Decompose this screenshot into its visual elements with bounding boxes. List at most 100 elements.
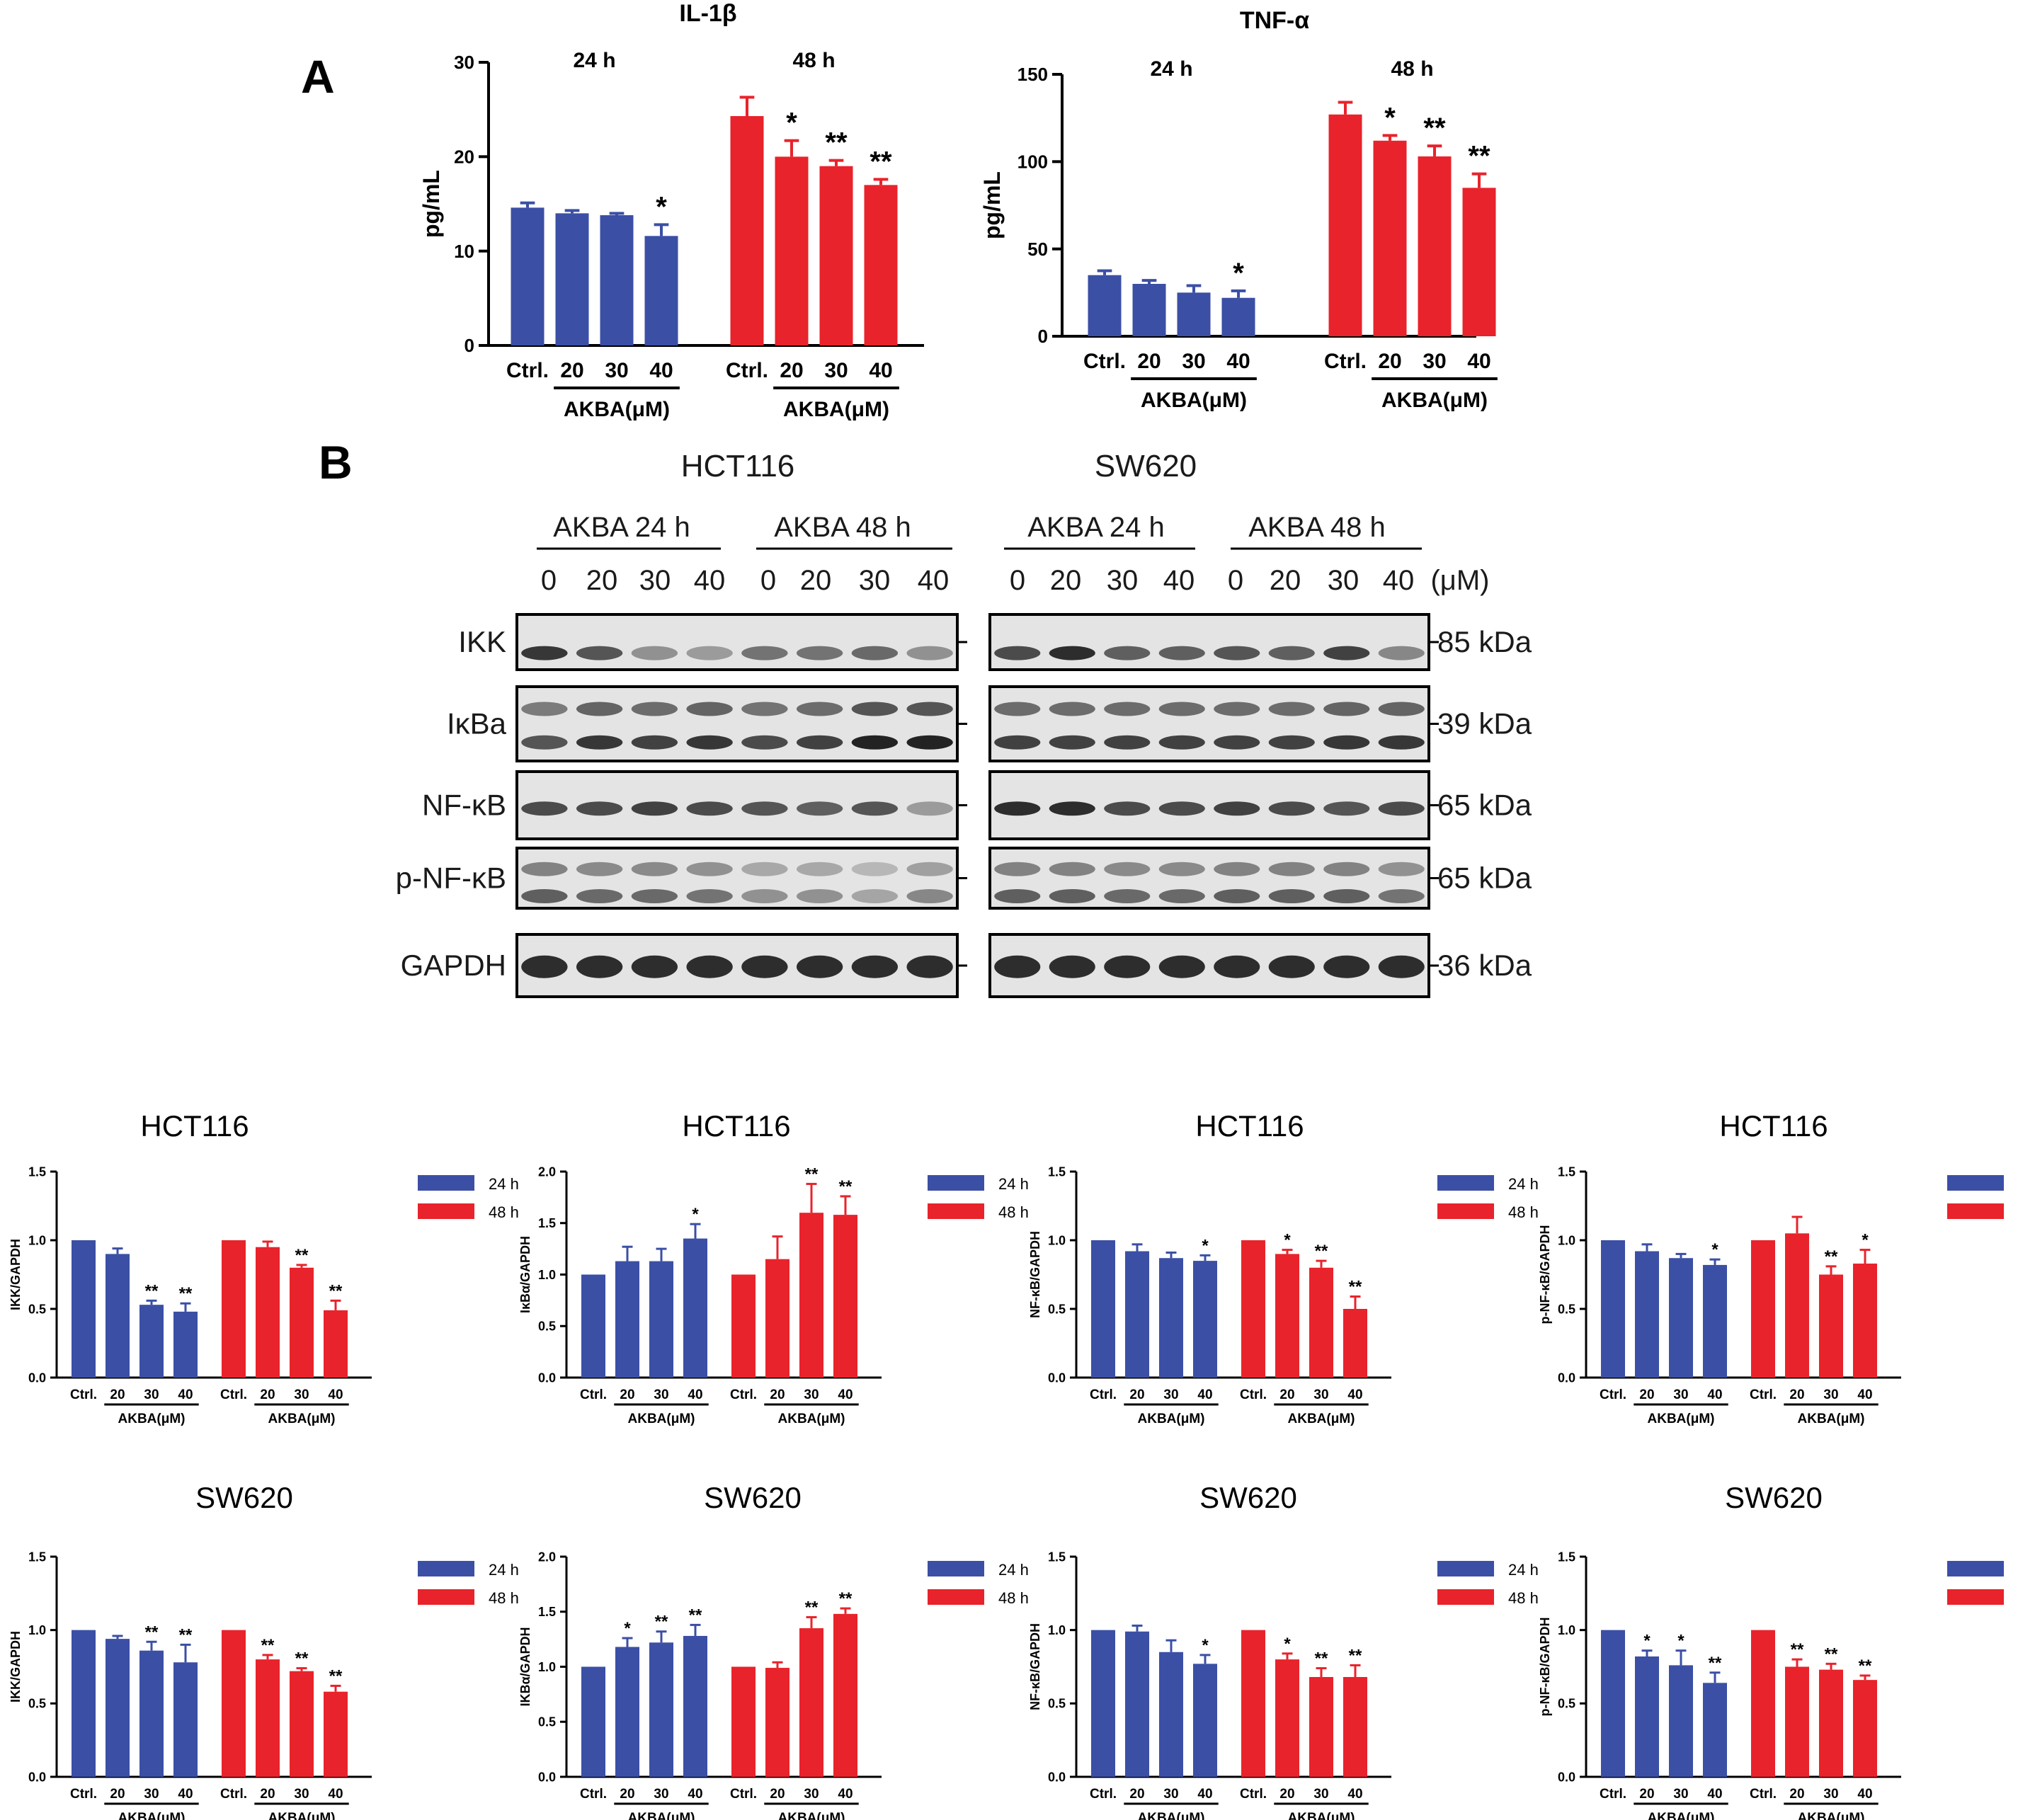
group-axis-label: AKBA(μM) bbox=[1798, 1811, 1865, 1820]
bar bbox=[1091, 1240, 1115, 1378]
blot-band bbox=[1104, 801, 1151, 816]
bar bbox=[106, 1254, 130, 1378]
legend-swatch bbox=[928, 1589, 984, 1605]
chart-title: SW620 bbox=[1725, 1481, 1823, 1514]
bar bbox=[731, 1666, 756, 1777]
group-header: 48 h bbox=[1391, 57, 1433, 81]
blot-band bbox=[906, 862, 953, 876]
lane-label: 40 bbox=[918, 565, 950, 596]
x-tick-label: Ctrl. bbox=[580, 1387, 607, 1402]
y-tick-label: 1.0 bbox=[1558, 1233, 1575, 1247]
x-tick-label: 20 bbox=[1279, 1387, 1294, 1402]
x-tick-label: 40 bbox=[688, 1387, 702, 1402]
bar bbox=[139, 1650, 164, 1777]
group-axis-label: AKBA(μM) bbox=[268, 1412, 336, 1426]
x-tick-label: 30 bbox=[1673, 1787, 1688, 1802]
x-tick-label: 40 bbox=[1707, 1787, 1722, 1802]
legend-swatch bbox=[418, 1561, 474, 1576]
lane-label: 20 bbox=[586, 565, 618, 596]
chart-title: SW620 bbox=[195, 1481, 293, 1514]
bar bbox=[1751, 1630, 1775, 1777]
y-tick-label: 1.5 bbox=[1558, 1164, 1575, 1179]
significance-mark: ** bbox=[870, 146, 892, 177]
x-tick-label: Ctrl. bbox=[1600, 1387, 1626, 1402]
bar bbox=[683, 1238, 707, 1378]
blot-band bbox=[994, 955, 1041, 978]
group-axis-label: AKBA(μM) bbox=[1648, 1412, 1715, 1426]
x-tick-label: 40 bbox=[688, 1787, 702, 1802]
protein-label: NF-κB bbox=[422, 789, 506, 822]
x-tick-label: 20 bbox=[780, 359, 803, 382]
blot-band bbox=[521, 862, 568, 876]
blot-band bbox=[631, 862, 678, 876]
group-axis-label: AKBA(μM) bbox=[1138, 1811, 1205, 1820]
x-tick-label: 20 bbox=[620, 1387, 634, 1402]
blot-band bbox=[576, 702, 623, 716]
y-tick-label: 0.0 bbox=[1558, 1370, 1575, 1385]
significance-mark: * bbox=[1677, 1632, 1684, 1651]
x-tick-label: 30 bbox=[144, 1787, 159, 1802]
x-tick-label: 20 bbox=[1639, 1787, 1654, 1802]
y-tick-label: 0.5 bbox=[28, 1302, 46, 1316]
legend-label: 24 h bbox=[998, 1561, 1029, 1579]
blot-band bbox=[521, 801, 568, 816]
lane-label: 20 bbox=[800, 565, 832, 596]
significance-mark: * bbox=[656, 191, 667, 222]
blot-band bbox=[521, 735, 568, 750]
kda-label: 65 kDa bbox=[1437, 789, 1532, 822]
bar bbox=[324, 1310, 348, 1378]
x-tick-label: 30 bbox=[1823, 1387, 1838, 1402]
significance-mark: ** bbox=[295, 1246, 309, 1265]
significance-mark: * bbox=[1384, 102, 1396, 133]
bar bbox=[1193, 1664, 1217, 1777]
bar bbox=[1309, 1267, 1333, 1378]
blot-band bbox=[796, 801, 843, 816]
x-tick-label: Ctrl. bbox=[1240, 1387, 1267, 1402]
bar bbox=[765, 1259, 789, 1378]
x-tick-label: Ctrl. bbox=[506, 359, 549, 382]
blot-band bbox=[1104, 955, 1151, 978]
y-tick-label: 0.0 bbox=[538, 1370, 556, 1385]
y-tick-label: 0 bbox=[464, 335, 474, 356]
y-tick-label: 1.5 bbox=[1048, 1550, 1066, 1564]
blot-band bbox=[796, 955, 843, 978]
blot-band bbox=[1158, 735, 1205, 750]
blot-band bbox=[631, 735, 678, 750]
x-tick-label: 20 bbox=[1639, 1387, 1654, 1402]
y-tick-label: 2.0 bbox=[538, 1164, 556, 1179]
significance-mark: * bbox=[1284, 1635, 1291, 1654]
bar bbox=[1193, 1261, 1217, 1378]
bar bbox=[222, 1630, 246, 1777]
blot-time-label: AKBA 48 h bbox=[774, 512, 911, 543]
bar bbox=[1669, 1665, 1693, 1777]
group-axis-label: AKBA(μM) bbox=[118, 1412, 186, 1426]
blot-band bbox=[851, 955, 899, 978]
bar bbox=[1241, 1630, 1265, 1777]
y-axis-label: p-NF-κB/GAPDH bbox=[1538, 1617, 1552, 1716]
legend-swatch bbox=[1437, 1175, 1494, 1191]
significance-mark: ** bbox=[1468, 141, 1490, 172]
protein-label: GAPDH bbox=[401, 949, 506, 982]
blot-band bbox=[906, 646, 953, 660]
x-tick-label: 20 bbox=[1789, 1387, 1804, 1402]
chart-title: SW620 bbox=[704, 1481, 802, 1514]
cell-line-label: SW620 bbox=[1095, 449, 1197, 483]
blot-box bbox=[988, 613, 1430, 671]
blot-band bbox=[1268, 955, 1315, 978]
lane-label: 40 bbox=[1383, 565, 1415, 596]
x-tick-label: 20 bbox=[560, 359, 583, 382]
x-tick-label: Ctrl. bbox=[1083, 350, 1126, 373]
bar bbox=[581, 1666, 605, 1777]
group-axis-label: AKBA(μM) bbox=[268, 1811, 336, 1820]
bar bbox=[1601, 1630, 1625, 1777]
significance-mark: * bbox=[1233, 258, 1244, 289]
blot-band bbox=[906, 801, 953, 816]
legend-label: 24 h bbox=[1508, 1175, 1539, 1193]
bar bbox=[864, 185, 898, 345]
blot-band bbox=[576, 735, 623, 750]
x-tick-label: 20 bbox=[1129, 1787, 1144, 1802]
blot-band bbox=[1049, 801, 1095, 816]
group-header: 48 h bbox=[792, 49, 835, 72]
